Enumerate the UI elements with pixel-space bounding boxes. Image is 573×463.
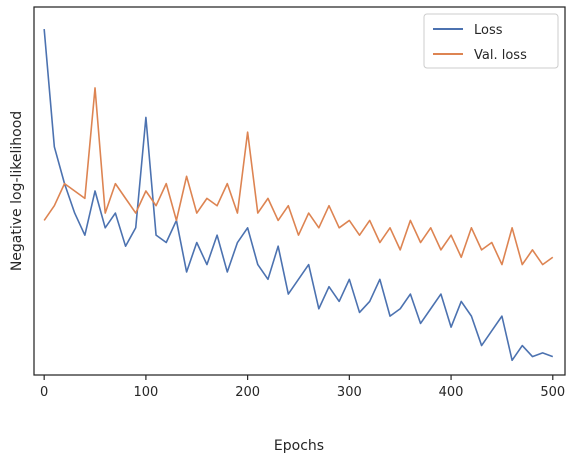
- x-tick-label: 0: [40, 385, 48, 400]
- x-axis-label: Epochs: [274, 438, 324, 454]
- x-tick-label: 100: [133, 385, 158, 400]
- legend: Loss Val. loss: [423, 13, 559, 69]
- y-axis-label: Negative log-likelihood: [9, 111, 25, 271]
- x-tick-label: 300: [337, 385, 362, 400]
- plot-frame: [33, 6, 566, 376]
- series-lines: [43, 29, 554, 362]
- legend-label-loss: Loss: [474, 23, 503, 38]
- x-tick-label: 400: [439, 385, 464, 400]
- x-tick-label: 200: [235, 385, 260, 400]
- x-tick-label: 500: [540, 385, 565, 400]
- legend-label-val-loss: Val. loss: [474, 48, 527, 63]
- x-axis-ticks: 0 100 200 300 400 500: [40, 375, 565, 400]
- series-line-val-loss: [43, 87, 554, 266]
- series-line-loss: [43, 29, 554, 362]
